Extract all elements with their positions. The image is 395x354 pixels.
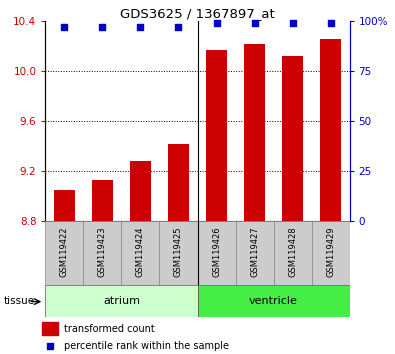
Bar [42,322,58,335]
Point [47,343,53,349]
Bar [45,285,198,317]
Point [290,21,296,26]
Bar [168,144,189,221]
Text: GSM119427: GSM119427 [250,227,259,277]
Point [251,21,258,26]
Bar [320,39,341,221]
Bar [198,221,235,285]
Text: ventricle: ventricle [249,296,298,306]
Bar [282,56,303,221]
Point [99,24,105,30]
Text: GSM119422: GSM119422 [60,227,69,277]
Bar [235,221,274,285]
Text: atrium: atrium [103,296,140,306]
Bar [244,44,265,221]
Bar [160,221,198,285]
Bar [122,221,160,285]
Bar [198,285,350,317]
Text: GSM119426: GSM119426 [212,227,221,277]
Point [327,21,334,26]
Text: transformed count: transformed count [64,324,154,333]
Point [137,24,144,30]
Bar [273,221,312,285]
Bar [206,50,227,221]
Text: tissue: tissue [4,296,35,306]
Text: GSM119423: GSM119423 [98,227,107,277]
Point [61,24,68,30]
Bar [54,190,75,221]
Text: GSM119424: GSM119424 [136,227,145,277]
Text: GSM119428: GSM119428 [288,227,297,277]
Bar [83,221,122,285]
Title: GDS3625 / 1367897_at: GDS3625 / 1367897_at [120,7,275,20]
Text: GSM119425: GSM119425 [174,227,183,277]
Text: GSM119429: GSM119429 [326,227,335,277]
Text: percentile rank within the sample: percentile rank within the sample [64,341,229,351]
Bar [45,221,83,285]
Bar [130,161,151,221]
Bar [92,180,113,221]
Bar [312,221,350,285]
Point [175,24,182,30]
Point [213,21,220,26]
